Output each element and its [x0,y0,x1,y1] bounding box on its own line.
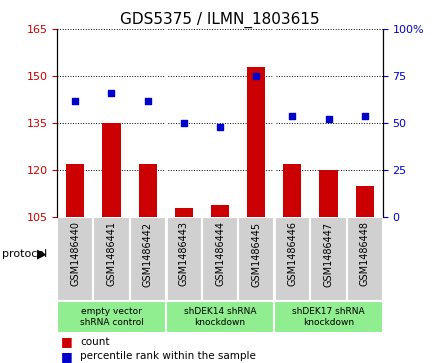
Bar [66,164,84,217]
Bar [202,217,238,301]
Point [253,73,260,79]
Bar [103,123,121,217]
Text: GSM1486446: GSM1486446 [287,221,297,286]
Bar [319,170,337,217]
Text: empty vector
shRNA control: empty vector shRNA control [80,307,143,327]
Bar [129,217,166,301]
Bar [211,205,229,217]
Text: count: count [80,337,110,347]
Point [108,90,115,96]
Text: ■: ■ [60,350,72,363]
Bar [247,67,265,217]
Title: GDS5375 / ILMN_1803615: GDS5375 / ILMN_1803615 [120,12,320,28]
Text: GSM1486441: GSM1486441 [106,221,117,286]
Bar [57,217,93,301]
Text: GSM1486448: GSM1486448 [360,221,370,286]
Point [216,124,224,130]
Text: GSM1486445: GSM1486445 [251,221,261,286]
Text: GSM1486447: GSM1486447 [323,221,334,286]
Bar [356,186,374,217]
Text: shDEK17 shRNA
knockdown: shDEK17 shRNA knockdown [292,307,365,327]
Text: GSM1486442: GSM1486442 [143,221,153,286]
Bar [238,217,274,301]
Bar [175,208,193,217]
Text: protocol: protocol [2,249,48,259]
Bar [283,164,301,217]
Text: GSM1486444: GSM1486444 [215,221,225,286]
Bar [57,301,166,333]
Text: GSM1486443: GSM1486443 [179,221,189,286]
Bar [274,217,311,301]
Bar [139,164,157,217]
Text: percentile rank within the sample: percentile rank within the sample [80,351,256,362]
Point [72,98,79,103]
Text: ■: ■ [60,335,72,348]
Point [180,120,187,126]
Point [289,113,296,118]
Text: shDEK14 shRNA
knockdown: shDEK14 shRNA knockdown [184,307,256,327]
Bar [274,301,383,333]
Bar [347,217,383,301]
Bar [166,217,202,301]
Text: GSM1486440: GSM1486440 [70,221,80,286]
Bar [311,217,347,301]
Point [325,117,332,122]
Point [144,98,151,103]
Bar [93,217,129,301]
Text: ▶: ▶ [37,248,47,261]
Point [361,113,368,118]
Bar [166,301,274,333]
